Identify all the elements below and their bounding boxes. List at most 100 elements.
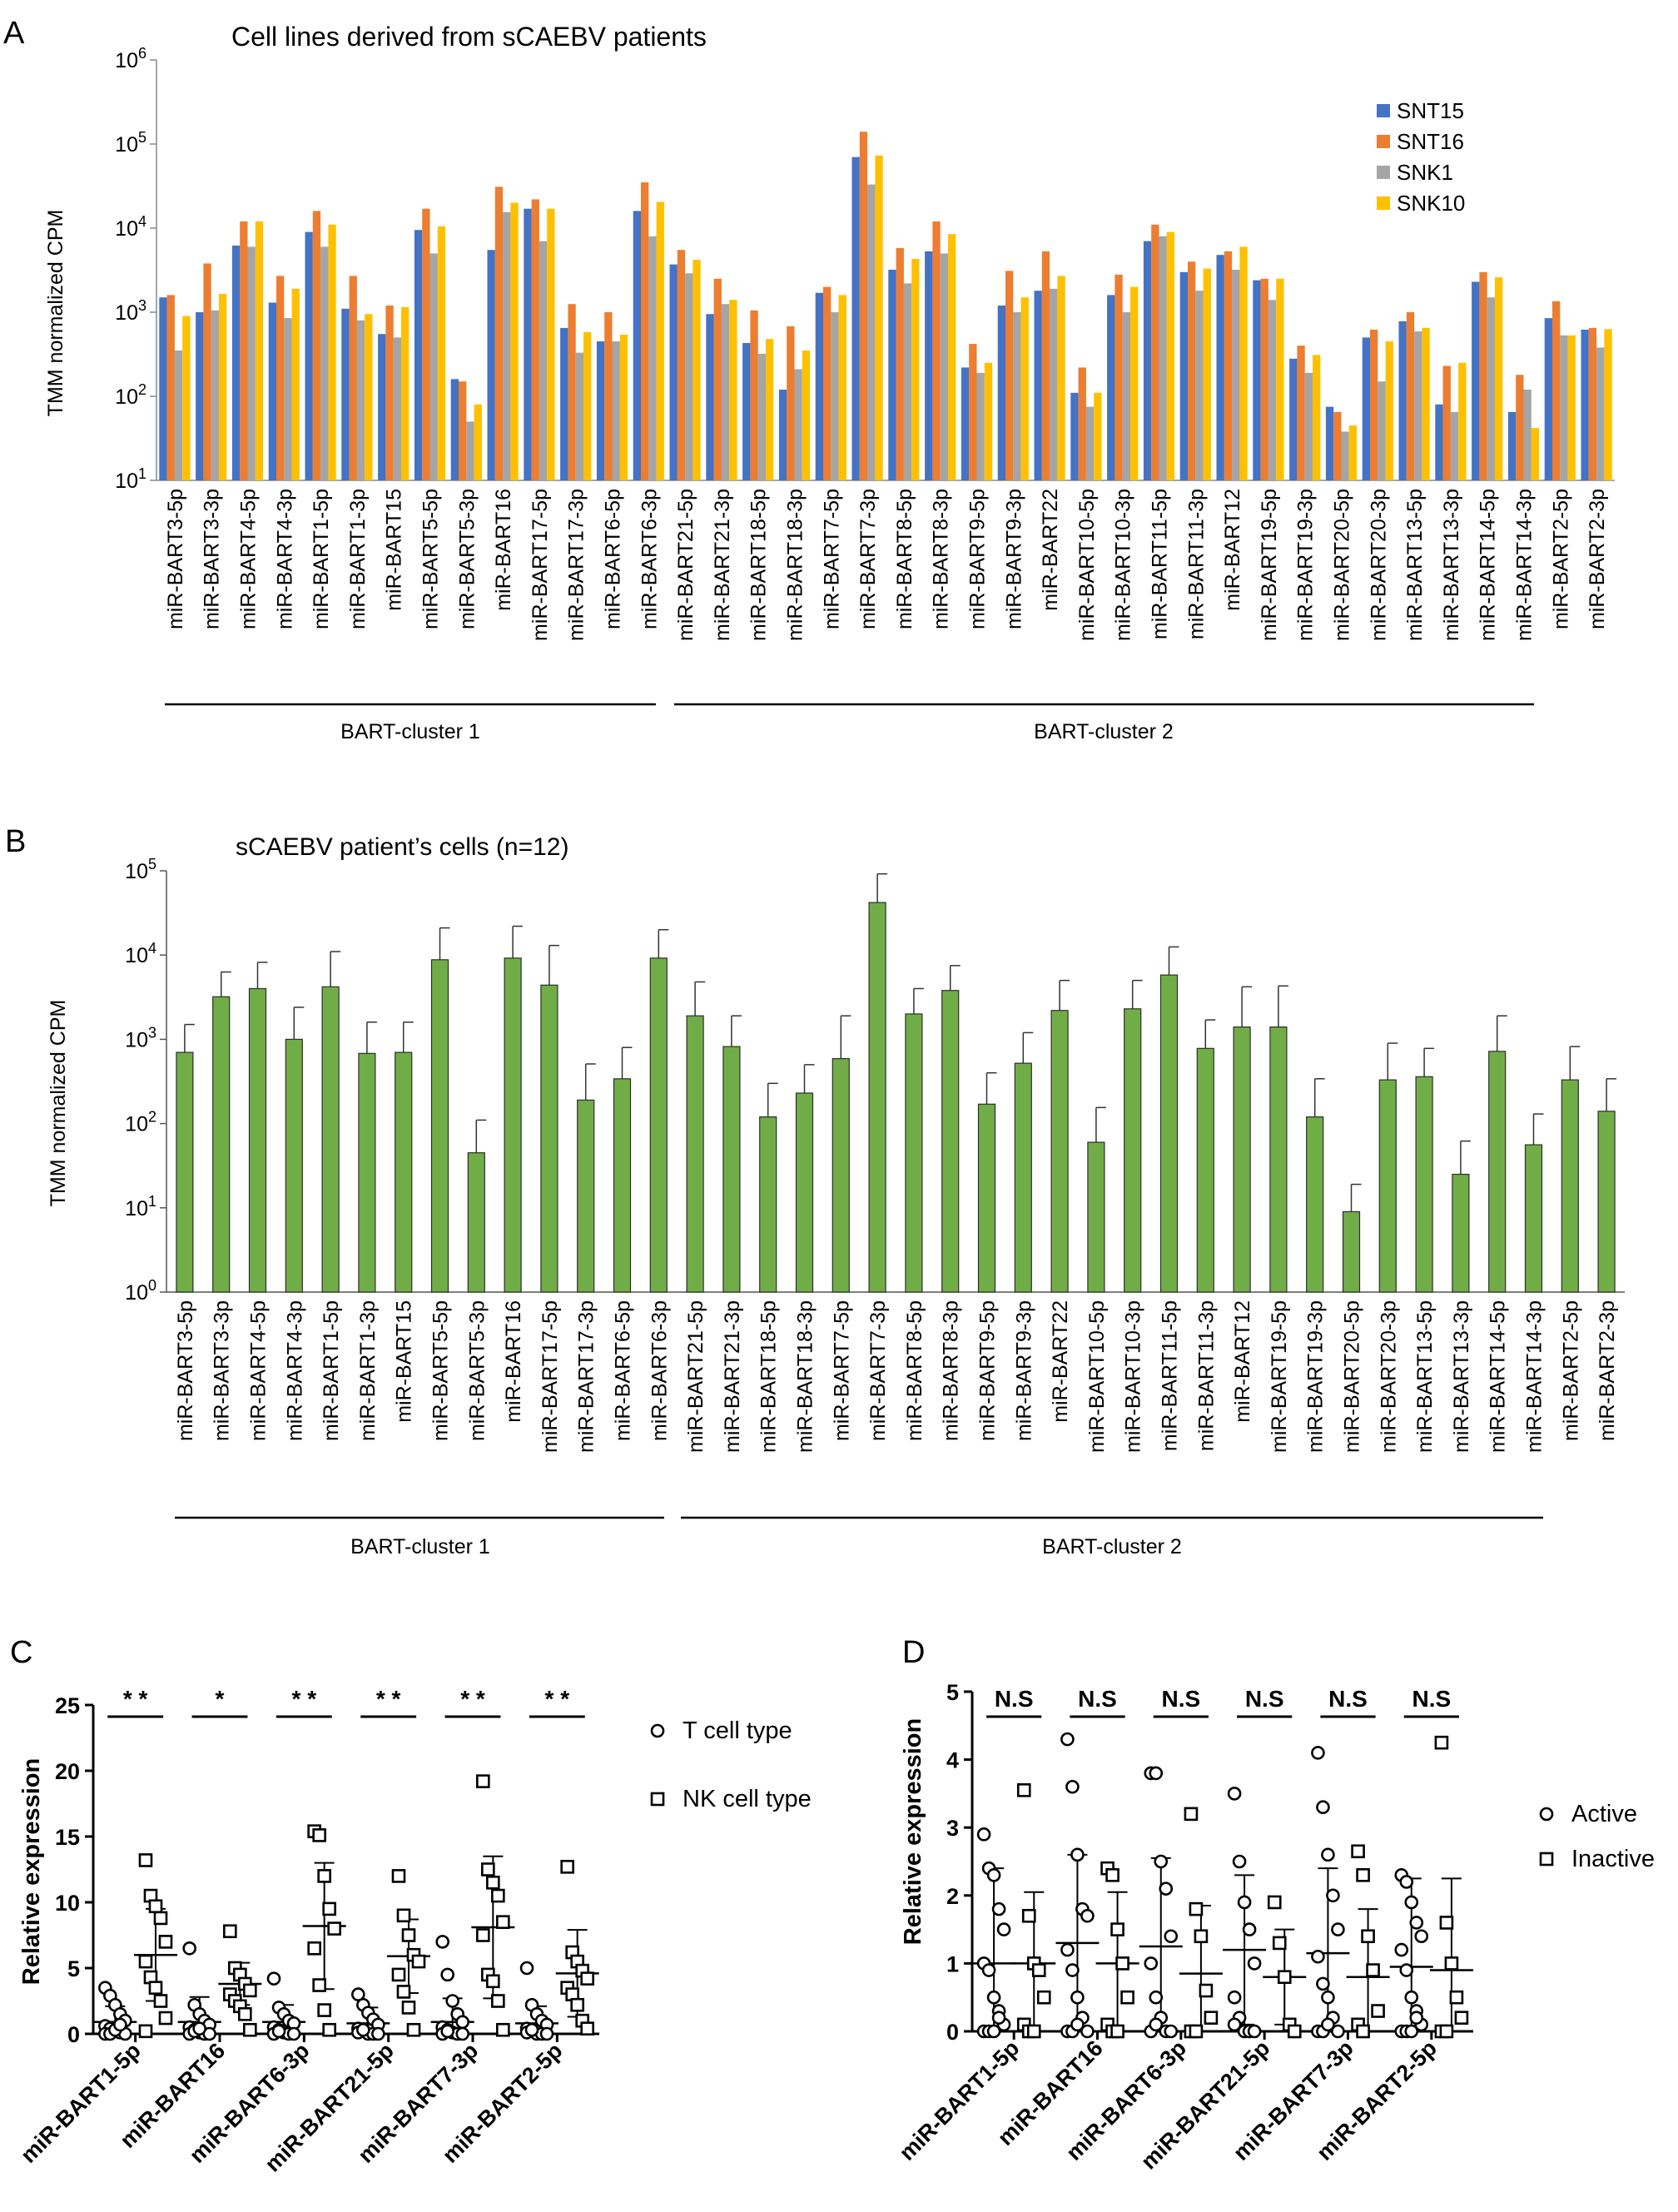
panel-a-bar-snt15 <box>560 327 568 480</box>
panel-d-point-active <box>1149 2017 1164 2032</box>
panel-a-x-tick-label: miR-BART13-5p <box>1403 489 1427 641</box>
panel-c-y-tick-label: 20 <box>55 1759 80 1784</box>
panel-b-bar <box>1014 1062 1032 1293</box>
panel-a-bar-snt16 <box>240 221 248 480</box>
panel-d-point-inactive <box>1351 1844 1365 1859</box>
panel-a-legend-swatch-snk10 <box>1377 196 1390 210</box>
panel-d-point-active <box>1227 1787 1242 1801</box>
panel-a-bar-snk1 <box>466 421 474 480</box>
panel-b-bar <box>1269 1026 1288 1293</box>
panel-a-bar-snk1 <box>1378 381 1386 480</box>
panel-d-point-active <box>991 2011 1006 2025</box>
panel-b-bar <box>467 1152 485 1293</box>
panel-b-bar <box>248 987 267 1293</box>
panel-a-x-labels: miR-BART3-5p miR-BART3-3p miR-BART4-5p miR-… <box>164 489 1609 641</box>
panel-a-bar-snt16 <box>312 211 321 480</box>
panel-a-bar-snk10 <box>1495 277 1503 480</box>
panel-label-a: A <box>3 16 25 51</box>
panel-label-b: B <box>5 824 26 859</box>
panel-d-legend-marker-active <box>1539 1807 1554 1822</box>
panel-a-bar-snk10 <box>1130 286 1139 480</box>
panel-b-x-tick-label: miR-BART11-5p <box>1159 1300 1182 1451</box>
panel-b-bar <box>1159 974 1179 1293</box>
panel-a-y-tick-label: 105 <box>115 129 146 157</box>
panel-a-bar-snt15 <box>706 314 714 480</box>
panel-c-point-nk-cell <box>476 1928 490 1942</box>
panel-d-point-inactive <box>1016 1783 1031 1797</box>
panel-a-x-tick-label: miR-BART19-3p <box>1294 489 1318 641</box>
panel-d-y-tick-label: 1 <box>946 1951 959 1976</box>
panel-d-point-active <box>1159 1881 1174 1896</box>
panel-b-x-tick-label: miR-BART19-5p <box>1268 1300 1291 1453</box>
panel-c-point-nk-cell <box>580 1971 594 1986</box>
panel-a-bar-snk1 <box>1232 269 1240 480</box>
panel-a-bar-snt15 <box>1070 392 1079 480</box>
panel-b-bar <box>358 1052 376 1293</box>
panel-a-bar-snk10 <box>948 234 956 480</box>
panel-a-bar-snt16 <box>1442 365 1451 480</box>
panel-d-point-active <box>1321 1990 1335 2005</box>
panel-d-point-active <box>1399 1963 1414 1977</box>
panel-a-bar-snk1 <box>612 341 620 480</box>
panel-c-point-nk-cell <box>158 1935 173 1949</box>
panel-a-bar-snk10 <box>1385 341 1393 480</box>
panel-d-point-active <box>1331 2024 1345 2039</box>
panel-b-bar <box>1561 1079 1579 1293</box>
panel-a-bar-snk10 <box>182 316 191 480</box>
panel-a-bar-snt16 <box>896 247 904 480</box>
panel-a-bar-snk10 <box>1604 329 1612 480</box>
panel-b-bar <box>1306 1116 1324 1293</box>
panel-d-point-active <box>1399 1875 1414 1889</box>
panel-a-bar-snk1 <box>940 253 948 480</box>
panel-b-bar <box>1087 1141 1105 1293</box>
panel-a-x-tick-label: miR-BART3-5p <box>164 489 187 629</box>
panel-a-x-tick-label: miR-BART11-5p <box>1149 489 1172 639</box>
panel-d-point-active <box>1227 1990 1242 2005</box>
panel-a-bar-snt16 <box>531 199 539 480</box>
panel-b-x-tick-label: miR-BART6-5p <box>612 1300 635 1441</box>
panel-a-bar-snt15 <box>268 302 276 480</box>
panel-d-point-inactive <box>1287 2024 1302 2039</box>
panel-a-bar-snk1 <box>429 253 438 480</box>
panel-a-cluster1-label: BART-cluster 1 <box>340 720 480 743</box>
panel-b-bar <box>395 1051 413 1293</box>
panel-d-point-inactive <box>1021 1908 1036 1923</box>
panel-a-bar-snk1 <box>320 246 329 480</box>
panel-a-bar-snt15 <box>997 306 1005 480</box>
panel-a-bar-snt15 <box>925 251 933 480</box>
panel-d: D Relative expression 0 1 2 3 4 5 miR-BART1-5p… <box>894 1635 1654 2175</box>
panel-b-bar <box>1597 1111 1616 1293</box>
panel-a-bar-snt16 <box>1188 261 1196 480</box>
panel-d-point-inactive <box>1439 1916 1454 1930</box>
panel-b-x-tick-label: miR-BART17-5p <box>539 1300 562 1453</box>
panel-a-bar-snt15 <box>1143 241 1152 480</box>
panel-a-bar-snk1 <box>393 337 401 480</box>
panel-a-bar-snk10 <box>1020 297 1029 480</box>
panel-d-point-inactive <box>1031 1963 1046 1977</box>
panel-d-point-active <box>986 1990 1001 2005</box>
panel-a-x-tick-label: miR-BART5-5p <box>420 489 443 629</box>
panel-a-x-tick-label: miR-BART5-3p <box>455 489 479 629</box>
panel-c-point-nk-cell <box>138 1853 153 1867</box>
panel-d-point-active <box>1065 1779 1080 1794</box>
panel-d-y-tick-label: 3 <box>946 1816 959 1841</box>
panel-b-x-tick-label: miR-BART2-5p <box>1559 1300 1582 1441</box>
panel-c-significance-label: * * <box>376 1686 401 1712</box>
panel-d-point-active <box>1237 1895 1252 1910</box>
panel-a-cluster2-label: BART-cluster 2 <box>1034 720 1174 743</box>
panel-b-x-tick-label: miR-BART4-5p <box>247 1300 271 1441</box>
panel-a-bar-snt15 <box>1325 406 1334 480</box>
panel-a-bar-snt16 <box>422 208 430 480</box>
panel-b: B sCAEBV patient’s cells (n=12) TMM norm… <box>5 824 1625 1558</box>
panel-c-point-nk-cell <box>406 2022 421 2037</box>
panel-b-x-tick-label: miR-BART8-5p <box>903 1300 926 1441</box>
panel-a-legend-label: SNT16 <box>1397 129 1464 154</box>
panel-c-point-t-cell <box>286 2026 301 2041</box>
panel-a-legend-label: SNK1 <box>1397 160 1453 185</box>
panel-c-y-tick-label: 15 <box>55 1825 80 1850</box>
panel-c-point-t-cell <box>371 2026 385 2041</box>
panel-a-x-tick-label: miR-BART2-3p <box>1586 489 1609 629</box>
panel-b-x-tick-label: miR-BART21-3p <box>721 1300 744 1453</box>
panel-a-bar-snt16 <box>1588 327 1597 480</box>
panel-a-bar-snt16 <box>1297 345 1305 480</box>
